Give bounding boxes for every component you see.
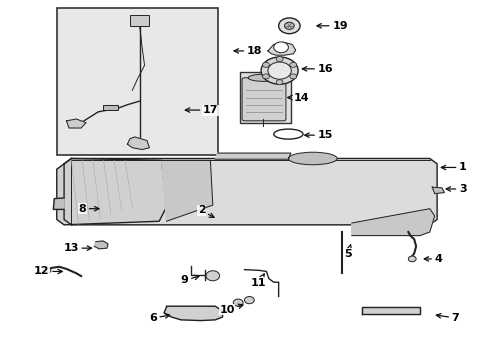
Circle shape — [205, 271, 219, 281]
Polygon shape — [163, 306, 222, 320]
Circle shape — [276, 80, 283, 85]
Bar — [57, 8, 217, 155]
Text: 18: 18 — [234, 46, 262, 56]
Bar — [103, 105, 118, 110]
Text: 13: 13 — [63, 243, 91, 253]
Text: 14: 14 — [287, 93, 308, 103]
Polygon shape — [57, 158, 166, 225]
Polygon shape — [127, 137, 149, 149]
Text: 9: 9 — [180, 275, 199, 285]
Polygon shape — [351, 209, 434, 235]
Text: 1: 1 — [440, 162, 466, 172]
Circle shape — [289, 74, 296, 79]
Bar — [130, 15, 149, 26]
Circle shape — [273, 42, 288, 53]
Text: 16: 16 — [302, 64, 333, 74]
Text: 10: 10 — [219, 304, 243, 315]
Text: 17: 17 — [185, 105, 218, 115]
Polygon shape — [361, 307, 419, 315]
Polygon shape — [431, 187, 444, 194]
Circle shape — [278, 18, 300, 34]
Circle shape — [267, 62, 291, 79]
Bar — [239, 72, 290, 123]
Circle shape — [43, 267, 51, 273]
Polygon shape — [94, 241, 108, 249]
Polygon shape — [215, 153, 290, 159]
Circle shape — [244, 297, 254, 304]
FancyBboxPatch shape — [242, 78, 285, 121]
Polygon shape — [267, 42, 295, 55]
Text: 15: 15 — [304, 130, 332, 140]
Text: 12: 12 — [34, 266, 62, 276]
Circle shape — [233, 299, 243, 306]
Circle shape — [262, 74, 269, 79]
Circle shape — [261, 57, 298, 84]
Circle shape — [407, 256, 415, 262]
Circle shape — [284, 22, 294, 30]
Text: 6: 6 — [148, 313, 169, 323]
Text: 8: 8 — [78, 204, 99, 214]
Polygon shape — [161, 160, 212, 221]
Text: 5: 5 — [344, 245, 351, 258]
Polygon shape — [53, 198, 64, 210]
Polygon shape — [64, 158, 436, 225]
Text: 11: 11 — [250, 274, 266, 288]
Ellipse shape — [288, 152, 336, 165]
Polygon shape — [66, 119, 86, 128]
Text: 19: 19 — [316, 21, 347, 31]
Text: 4: 4 — [424, 254, 442, 264]
Text: 3: 3 — [445, 184, 466, 194]
Ellipse shape — [247, 74, 279, 81]
Circle shape — [276, 57, 283, 62]
Circle shape — [262, 62, 269, 67]
Circle shape — [289, 62, 296, 67]
Text: 7: 7 — [435, 313, 459, 323]
Text: 2: 2 — [197, 206, 214, 217]
